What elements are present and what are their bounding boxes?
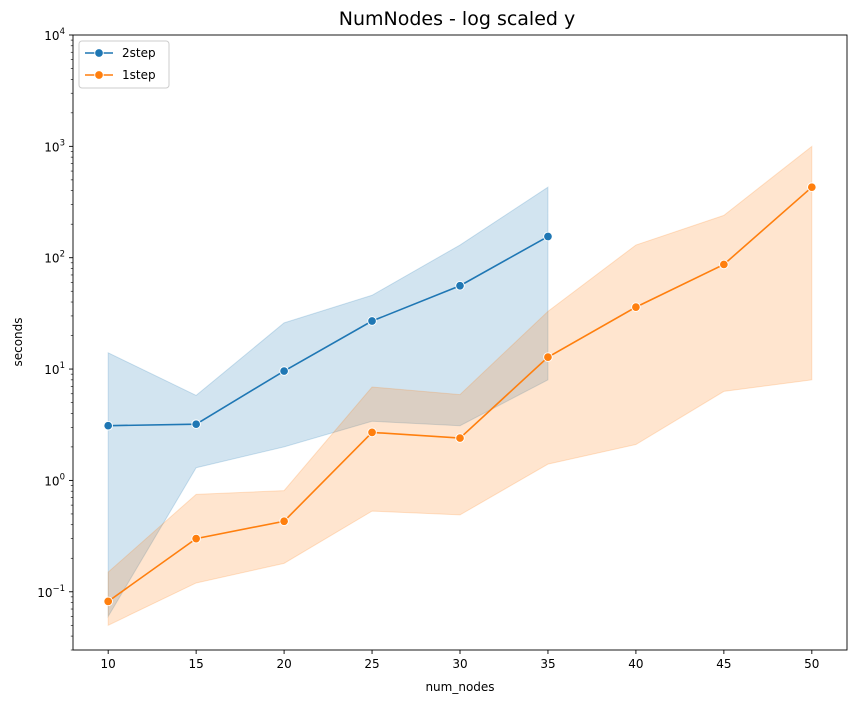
point-1step-20	[279, 516, 289, 526]
x-tick-label: 35	[540, 657, 555, 671]
legend-marker-2step	[94, 48, 104, 58]
confidence-bands	[107, 145, 813, 627]
chart-title: NumNodes - log scaled y	[339, 8, 576, 30]
point-2step-15	[191, 419, 201, 429]
point-2step-20	[279, 366, 289, 376]
x-tick-label: 40	[628, 657, 643, 671]
x-tick-label: 45	[716, 657, 731, 671]
point-1step-25	[367, 427, 377, 438]
x-tick-label: 50	[804, 657, 819, 671]
point-1step-50	[807, 182, 817, 192]
point-2step-25	[367, 316, 377, 326]
legend-marker-1step	[94, 70, 104, 80]
point-1step-45	[719, 259, 729, 270]
legend: 2step 1step	[78, 40, 170, 89]
point-1step-10	[103, 596, 113, 607]
x-tick-label: 15	[188, 657, 203, 671]
legend-label-1step: 1step	[122, 68, 156, 82]
x-tick-label: 30	[452, 657, 467, 671]
x-tick-label: 20	[276, 657, 291, 671]
point-2step-35	[543, 231, 553, 242]
x-axis-ticks: 10 15 20 25 30 35 40 45 50	[101, 650, 819, 671]
y-axis-ticks: 10−1 100 101 102 103 104	[37, 27, 73, 651]
point-1step-15	[191, 533, 201, 544]
y-tick-label: 103	[44, 138, 65, 154]
x-tick-label: 10	[101, 657, 116, 671]
y-tick-label: 104	[44, 27, 65, 43]
y-axis-label: seconds	[11, 317, 25, 366]
x-tick-label: 25	[364, 657, 379, 671]
y-tick-label: 101	[44, 361, 65, 377]
band-1step	[107, 145, 813, 627]
legend-label-2step: 2step	[122, 46, 156, 60]
point-2step-30	[455, 281, 465, 291]
y-tick-label: 100	[44, 472, 65, 488]
line-2step	[108, 235, 549, 427]
x-axis-label: num_nodes	[425, 680, 494, 694]
series-points	[103, 182, 817, 607]
point-1step-35	[543, 352, 553, 362]
y-tick-label: 10−1	[37, 584, 65, 600]
point-1step-30	[455, 433, 465, 443]
point-2step-10	[103, 420, 113, 431]
y-tick-label: 102	[44, 250, 65, 266]
point-1step-40	[631, 302, 641, 312]
